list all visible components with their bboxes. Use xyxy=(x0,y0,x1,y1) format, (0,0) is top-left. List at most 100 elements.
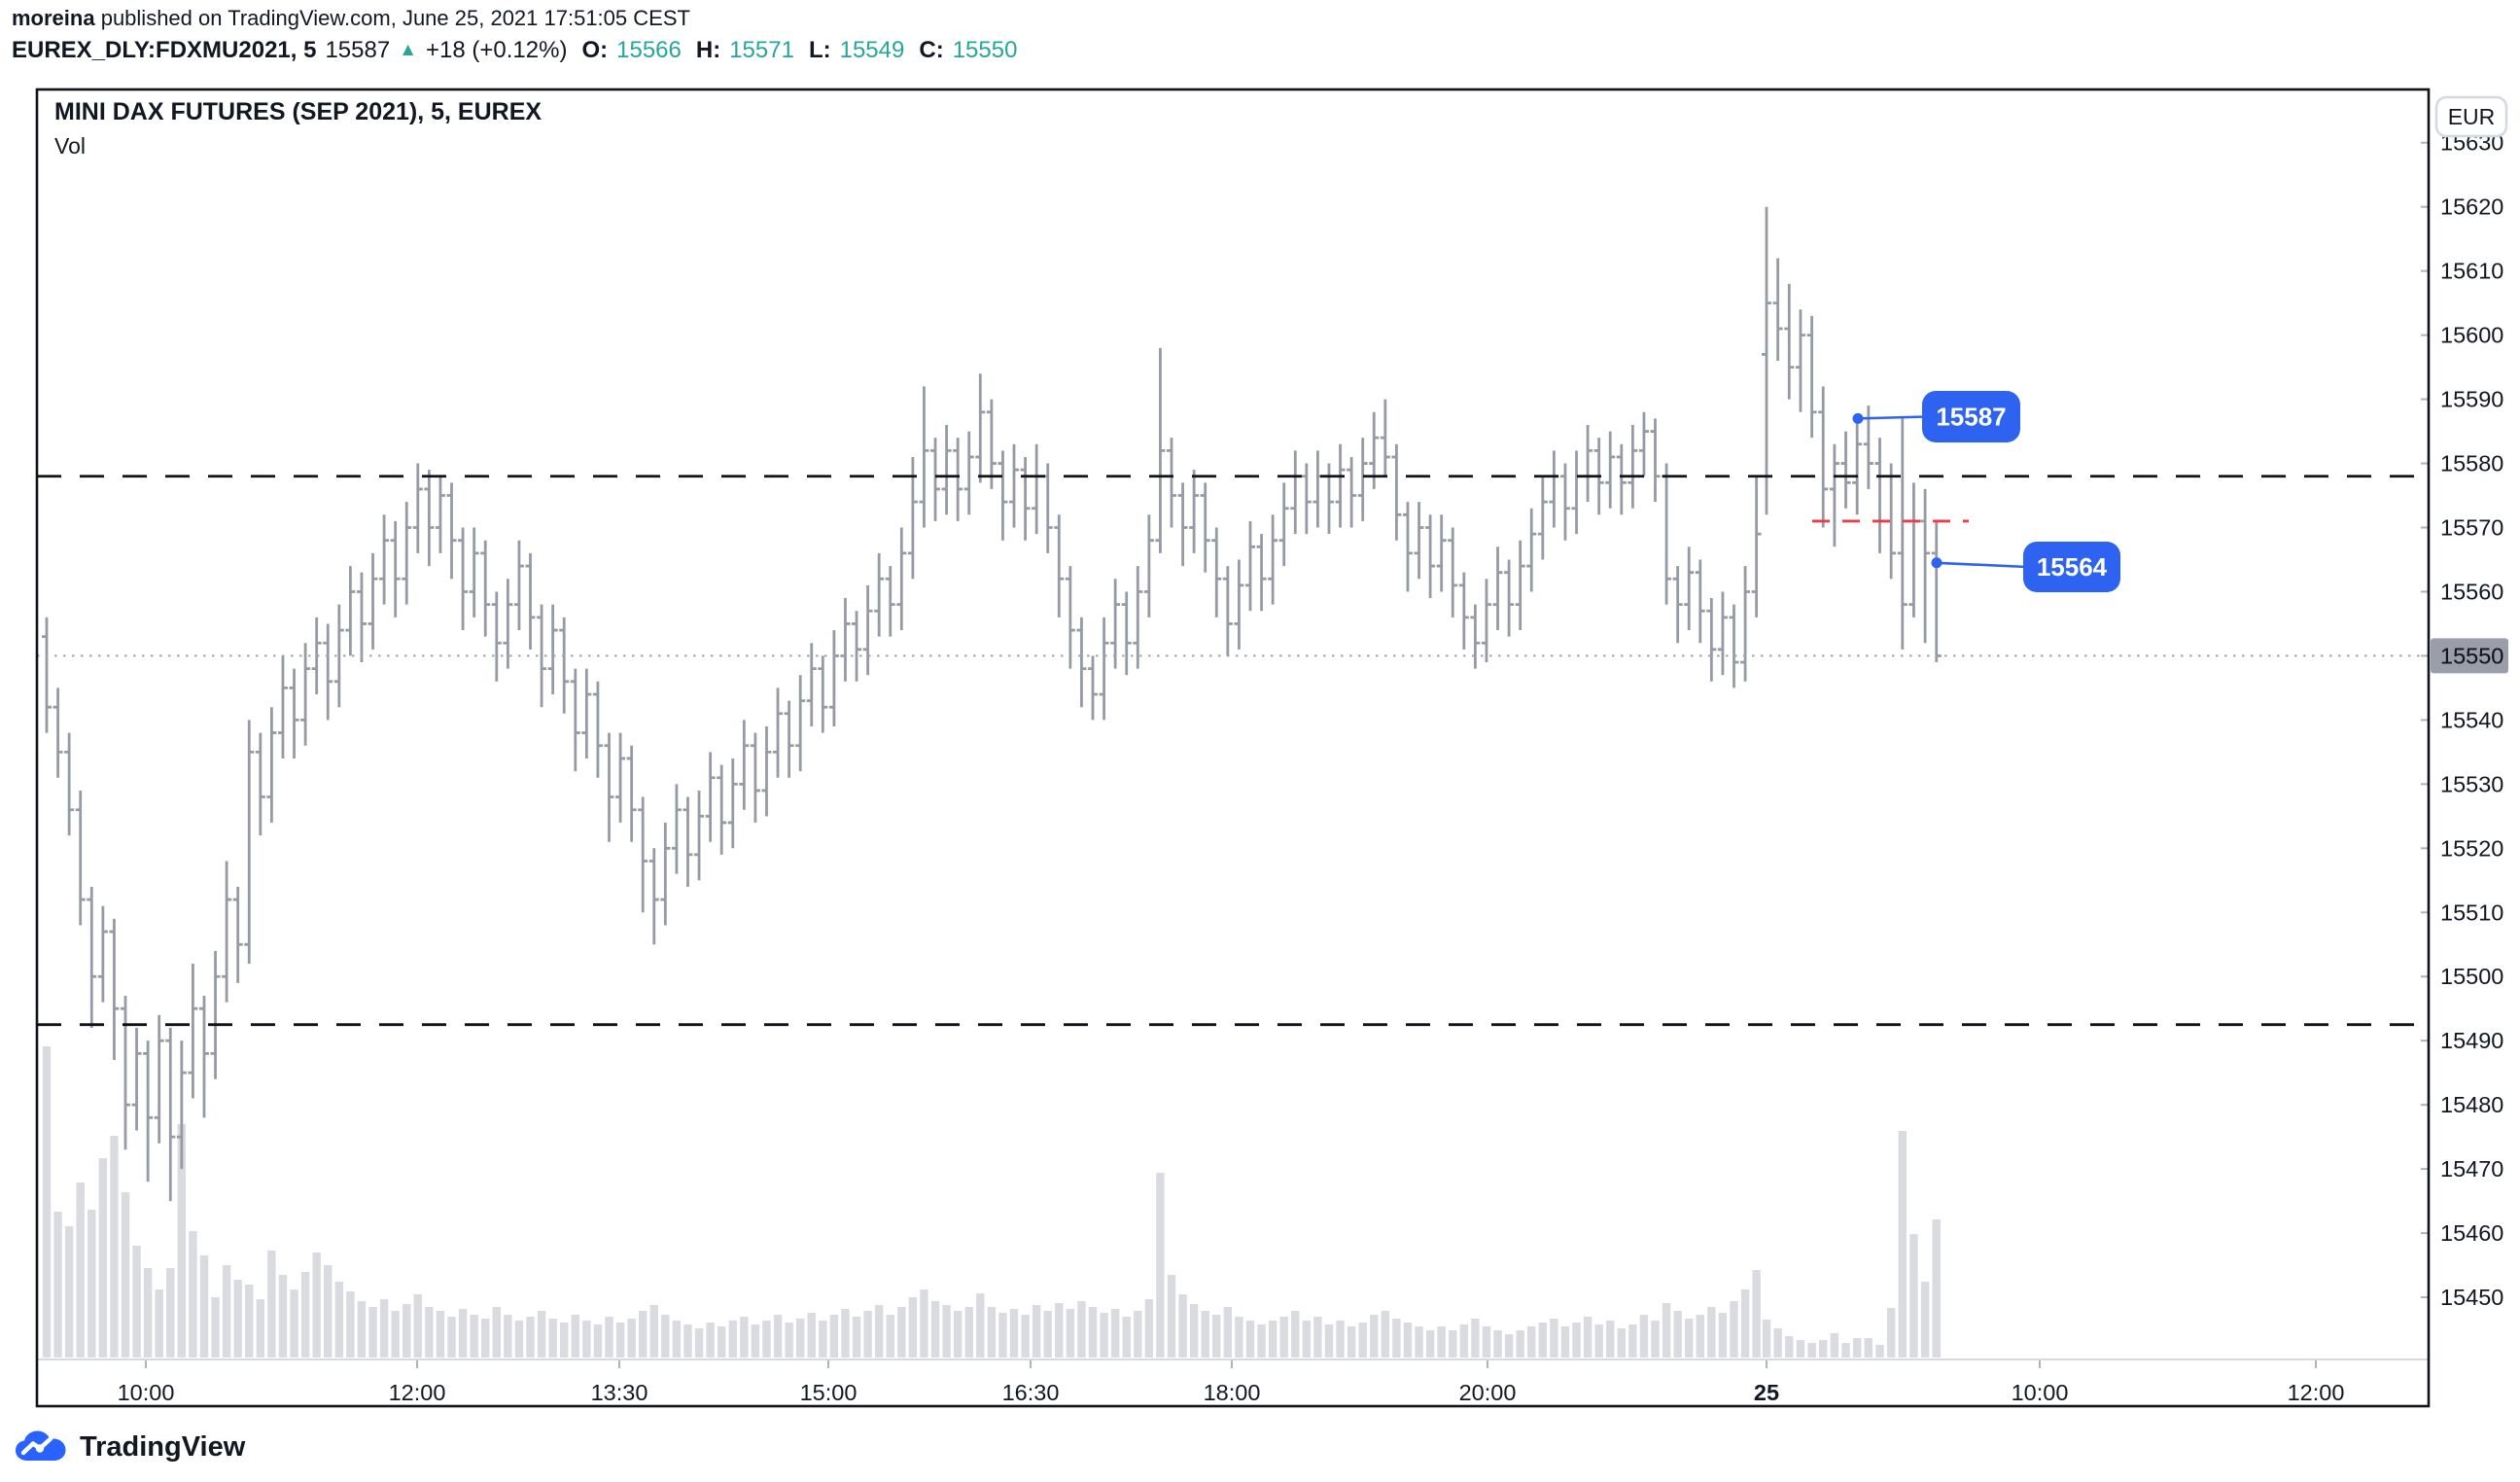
ohlc-bar xyxy=(1583,424,1593,503)
volume-bar xyxy=(1639,1315,1649,1358)
chart-title: MINI DAX FUTURES (SEP 2021), 5, EUREX xyxy=(54,98,542,125)
ohlc-bar xyxy=(503,579,513,669)
volume-bar xyxy=(1819,1340,1828,1358)
volume-bar xyxy=(1932,1219,1941,1358)
volume-bar xyxy=(1527,1326,1536,1358)
ohlc-bar xyxy=(154,1014,164,1144)
ohlc-bar xyxy=(1920,488,1931,644)
ohlc-bar xyxy=(638,796,648,913)
ohlc-bar xyxy=(1515,540,1525,631)
volume-bar xyxy=(1482,1326,1491,1358)
ohlc-bar xyxy=(1571,450,1582,535)
volume-bar xyxy=(627,1319,636,1358)
currency-badge[interactable] xyxy=(2434,95,2508,138)
volume-bar xyxy=(470,1315,478,1358)
volume-bar xyxy=(1009,1309,1019,1358)
volume-bar xyxy=(1752,1270,1761,1358)
volume-bar xyxy=(1100,1313,1108,1358)
volume-bar xyxy=(1841,1343,1850,1358)
volume-bar xyxy=(718,1326,726,1358)
ohlc-bar xyxy=(222,861,232,1003)
ohlc-bar xyxy=(537,604,547,708)
ohlc-bar xyxy=(1537,476,1548,560)
ohlc-bar xyxy=(1616,443,1627,515)
ohlc-bar xyxy=(356,572,367,663)
volume-bar xyxy=(492,1307,501,1358)
price-tick-label: 15480 xyxy=(2440,1092,2503,1117)
volume-bar xyxy=(942,1305,951,1358)
volume-bar xyxy=(1381,1311,1390,1358)
ohlc-bar xyxy=(1829,443,1839,547)
tradingview-attribution[interactable]: TradingView xyxy=(14,1428,245,1466)
volume-bar xyxy=(1550,1319,1558,1358)
volume-bar xyxy=(897,1307,906,1358)
ohlc-bar xyxy=(1559,463,1570,541)
ohlc-bar xyxy=(1931,520,1942,663)
volume-bar xyxy=(1898,1131,1907,1358)
ohlc-bar xyxy=(165,1027,176,1202)
ohlc-bar xyxy=(1684,547,1695,631)
price-callout-badge[interactable] xyxy=(2023,542,2120,592)
volume-bar xyxy=(1651,1321,1660,1358)
ohlc-bar xyxy=(1784,283,1795,400)
ohlc-bar xyxy=(469,527,479,618)
ohlc-bar xyxy=(604,732,614,842)
ohlc-bar xyxy=(1852,418,1863,515)
volume-bar xyxy=(582,1321,591,1358)
price-tick-label: 15530 xyxy=(2440,771,2503,796)
volume-bar xyxy=(504,1315,512,1358)
ohlc-bar xyxy=(120,996,130,1150)
volume-bar xyxy=(1628,1324,1637,1358)
volume-bar xyxy=(773,1315,783,1358)
volume-bar xyxy=(1088,1307,1098,1358)
ohlc-bar xyxy=(1143,514,1154,618)
ohlc-bar xyxy=(592,681,603,778)
volume-bar xyxy=(1370,1315,1379,1358)
ohlc-bar xyxy=(446,482,457,580)
ohlc-bar xyxy=(188,964,198,1099)
axes-layer[interactable]: 1555015630156201561015600155901558015570… xyxy=(118,95,2508,1405)
levels-layer xyxy=(37,475,2429,1027)
volume-bar xyxy=(1459,1324,1469,1358)
volume-bar xyxy=(762,1321,771,1358)
price-tick-label: 15450 xyxy=(2440,1285,2503,1310)
volume-bar xyxy=(537,1311,546,1358)
ohlc-bar xyxy=(885,566,895,637)
volume-bar xyxy=(649,1305,658,1358)
volume-bar xyxy=(233,1280,242,1358)
ohlc-bar xyxy=(368,552,378,650)
ohlc-bar xyxy=(1301,463,1312,535)
ohlc-bar xyxy=(277,655,288,759)
ohlc-bar xyxy=(998,450,1008,541)
volume-bar xyxy=(874,1305,884,1358)
volume-bar xyxy=(155,1289,163,1358)
volume-bar xyxy=(1055,1303,1064,1358)
volume-bar xyxy=(706,1323,715,1358)
price-tick-label: 15620 xyxy=(2440,194,2503,220)
ohlc-bar xyxy=(1121,591,1132,676)
volume-bar xyxy=(1403,1323,1413,1358)
ohlc-bar xyxy=(42,617,52,733)
price-tick-label: 15460 xyxy=(2440,1220,2503,1246)
volume-bar xyxy=(189,1231,197,1358)
ohlc-bar xyxy=(1065,566,1075,669)
ohlc-bar xyxy=(862,584,873,676)
time-tick-label: 15:00 xyxy=(800,1380,858,1405)
volume-bar xyxy=(976,1293,985,1358)
ohlc-bar xyxy=(953,438,963,521)
volume-bar xyxy=(1594,1324,1603,1358)
callouts-layer[interactable]: 15587 15564 xyxy=(1852,391,2121,592)
ohlc-bar xyxy=(390,520,401,618)
ohlc-bar xyxy=(694,790,705,881)
volume-bar xyxy=(1909,1234,1918,1358)
volume-bar xyxy=(1415,1326,1423,1358)
volume-bar xyxy=(1245,1321,1255,1358)
ohlc-bar xyxy=(1772,258,1783,362)
volume-bar xyxy=(300,1272,310,1358)
volume-bar xyxy=(88,1210,96,1358)
ohlc-bar xyxy=(941,424,952,515)
price-callout-badge[interactable] xyxy=(1922,391,2020,442)
time-tick-label: 16:30 xyxy=(1002,1380,1060,1405)
quote-change: +18 (+0.12%) xyxy=(426,37,568,63)
